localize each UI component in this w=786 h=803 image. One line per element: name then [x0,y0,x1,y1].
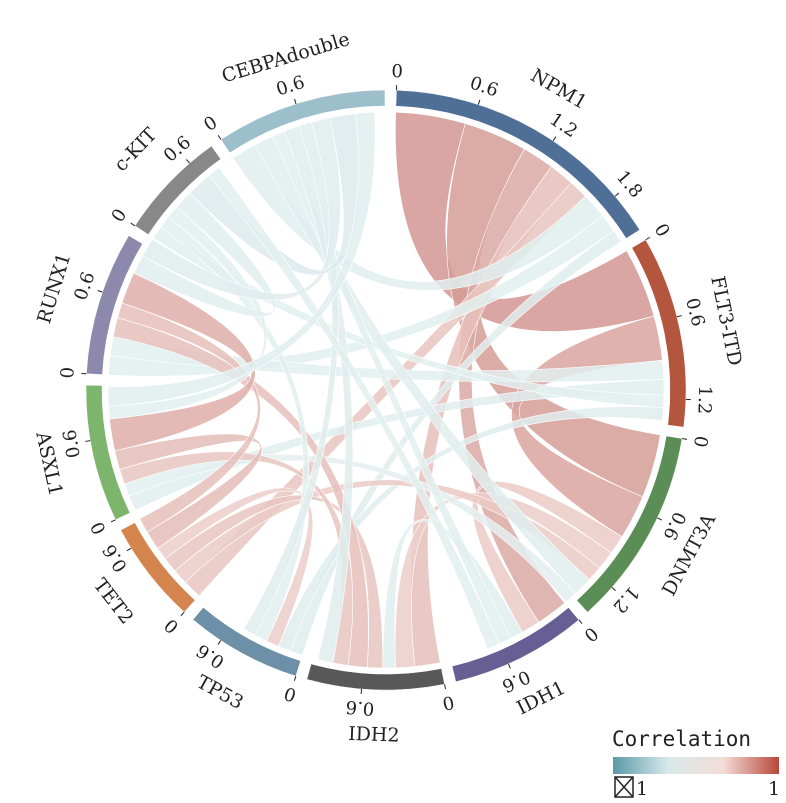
tick-mark [217,135,222,140]
tick-label: 0 [282,682,299,705]
ribbon-tp53-cebpadouble [243,121,339,636]
tick-label: 1.2 [546,109,581,142]
tick-label: 1.2 [608,582,643,617]
segment-label-runx1: RUNX1 [33,250,75,326]
tick-label: 0.6 [467,73,501,102]
tick-mark [444,684,447,690]
segment-arc-idh1 [451,607,580,683]
segment-arc-npm1 [395,89,641,239]
segment-label-tet2: TET2 [89,574,138,628]
ribbon-flt3-itd-runx1 [109,336,665,383]
segment-label-tp53: TP53 [193,671,247,714]
segment-arc-runx1 [86,235,143,375]
tick-label: 0.6 [99,540,132,575]
segment-arc-idh2 [306,663,445,691]
tick-label: 0 [689,434,712,449]
segment-arc-layer [85,89,687,691]
segment-label-npm1: NPM1 [527,64,591,113]
segment-label-flt3-itd: FLT3-ITD [706,274,746,367]
ribbon-tet2-runx1 [117,302,261,533]
ribbon-cebpadouble-asxl1 [107,111,376,407]
tick-mark [185,159,190,164]
ribbon-tp53-tet2 [157,487,314,647]
segment-arc-cebpadouble [220,89,386,154]
ribbon-layer [107,111,665,669]
segment-arc-tp53 [192,607,301,677]
tick-mark [130,222,136,227]
correlation-legend: Correlation 1 1 [612,727,780,800]
tick-mark [676,315,682,318]
segment-arc-c-kit [134,145,222,235]
tick-label: 1.8 [612,167,647,202]
ribbon-dnmt3a-cebpadouble [254,135,590,594]
ribbon-runx1-cebpadouble [142,117,341,301]
tick-mark [681,438,688,440]
tick-mark [552,136,557,142]
segment-label-idh2: IDH2 [348,723,400,747]
tick-label: 0 [440,691,455,714]
tick-mark [293,675,297,682]
tick-mark [294,98,297,104]
tick-mark [645,236,651,241]
ribbon-asxl1-runx1 [109,272,256,452]
tick-label: 0 [391,61,403,82]
tick-label: 0 [87,518,111,537]
tick-mark [97,290,103,293]
ribbon-flt3-itd-c-kit [152,226,665,409]
tick-label: 0.6 [160,132,195,167]
tick-label: 0.6 [70,269,99,303]
tick-label: 0.6 [59,428,85,460]
tick-mark [578,619,583,624]
tick-mark [657,517,663,521]
legend-title: Correlation [612,727,751,751]
legend-min-marker-icon [614,776,634,798]
tick-label: 0.6 [681,296,708,329]
tick-mark [180,611,185,617]
tick-mark [614,192,620,197]
tick-label: 0 [161,614,184,637]
legend-max-label: 1 [768,778,780,800]
tick-mark [217,640,222,645]
segment-label-c-kit: c-KIT [110,123,162,176]
segment-arc-asxl1 [85,384,131,521]
segment-arc-dnmt3a [576,435,683,613]
tick-label: 0.6 [274,72,308,101]
legend-color-bar [613,757,779,774]
tick-label: 0 [200,112,221,136]
ribbon-c-kit-idh1 [208,167,500,650]
tick-label: 0.6 [345,696,375,719]
tick-mark [507,663,511,669]
tick-mark [85,440,91,442]
tick-label: 0 [650,220,674,240]
tick-mark [477,99,481,105]
legend-min-label: 1 [636,778,648,800]
ribbon-idh2-cebpadouble [284,125,354,664]
segment-arc-flt3-itd [631,239,687,428]
tick-mark [126,547,132,552]
tick-mark [611,587,616,592]
tick-label: 0 [580,622,602,645]
segment-arc-tet2 [120,522,196,613]
tick-label: 0 [57,366,79,379]
ribbon-tet2-asxl1 [114,433,263,549]
tick-label: 0 [108,205,132,226]
ribbon-runx1-c-kit [133,192,276,317]
tick-mark [110,519,116,523]
tick-label: 0.6 [193,639,228,672]
tick-label: 1.2 [693,385,715,414]
